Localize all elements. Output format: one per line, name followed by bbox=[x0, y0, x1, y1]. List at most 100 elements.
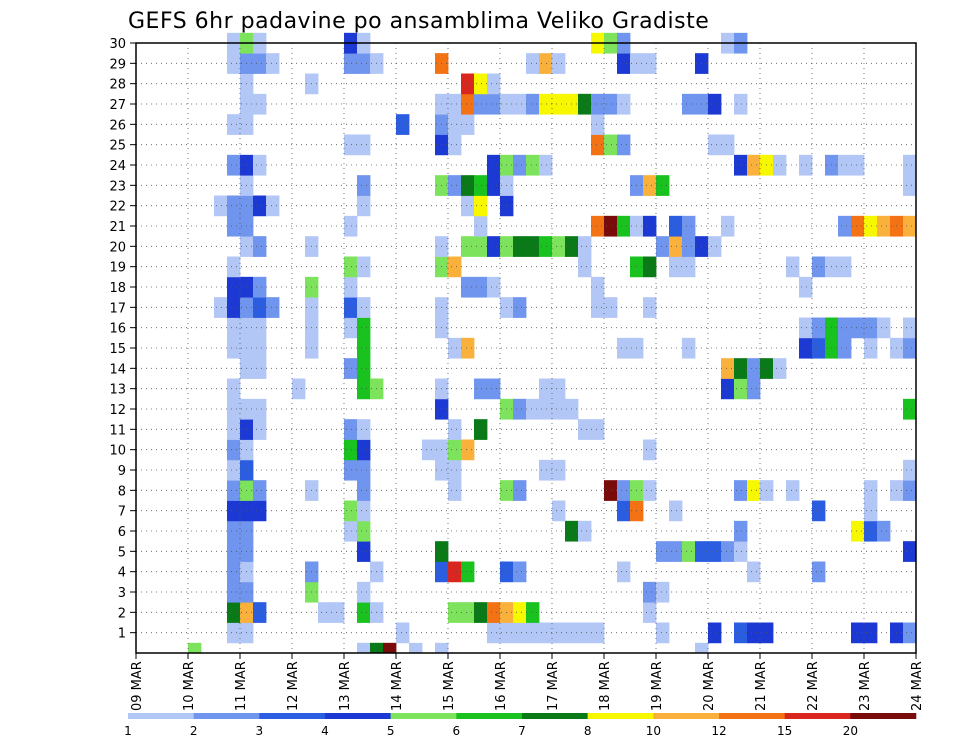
heatmap-cell bbox=[357, 317, 371, 339]
colorbar-label: 20 bbox=[843, 724, 858, 738]
y-tick-label: 19 bbox=[109, 261, 126, 276]
heatmap-cell bbox=[604, 93, 618, 115]
heatmap-cell bbox=[357, 134, 371, 156]
y-tick-label: 14 bbox=[109, 362, 126, 377]
heatmap-cell bbox=[227, 297, 241, 318]
heatmap-cell bbox=[838, 215, 852, 237]
heatmap-cell bbox=[474, 236, 488, 257]
heatmap-cell bbox=[344, 134, 358, 156]
y-tick-label: 1 bbox=[118, 627, 126, 642]
colorbar-swatch bbox=[456, 713, 523, 719]
heatmap-cell bbox=[487, 622, 501, 644]
y-tick-label: 12 bbox=[109, 403, 126, 418]
heatmap-cell bbox=[604, 297, 618, 318]
heatmap-cell bbox=[838, 317, 852, 339]
heatmap-cell bbox=[526, 53, 540, 74]
heatmap-cell bbox=[461, 73, 475, 95]
colorbar-swatch bbox=[128, 713, 194, 719]
x-tick-label: 17 MAR bbox=[546, 661, 561, 711]
heatmap-cell bbox=[864, 480, 878, 501]
heatmap-cell bbox=[253, 195, 267, 217]
heatmap-cell bbox=[578, 236, 592, 257]
heatmap-cell bbox=[227, 480, 241, 501]
heatmap-cell bbox=[253, 276, 267, 298]
heatmap-cell bbox=[812, 500, 826, 522]
heatmap-cell bbox=[474, 73, 488, 95]
heatmap-cell bbox=[877, 520, 891, 542]
heatmap-cell bbox=[344, 358, 358, 379]
heatmap-cell bbox=[799, 337, 813, 359]
heatmap-cell bbox=[773, 154, 787, 176]
heatmap-cell bbox=[708, 134, 722, 156]
heatmap-cell bbox=[552, 93, 566, 115]
heatmap-cell bbox=[903, 175, 917, 196]
heatmap-cell bbox=[253, 154, 267, 176]
colorbar-label: 1 bbox=[124, 724, 132, 738]
heatmap-cell bbox=[799, 276, 813, 298]
heatmap-cell bbox=[552, 53, 566, 74]
x-tick-label: 16 MAR bbox=[494, 661, 509, 711]
heatmap-cell bbox=[448, 439, 462, 461]
heatmap-cell bbox=[747, 561, 761, 583]
y-tick-label: 25 bbox=[109, 139, 126, 154]
y-tick-label: 29 bbox=[109, 57, 126, 72]
x-tick-label: 15 MAR bbox=[442, 661, 457, 711]
colorbar-swatch bbox=[653, 713, 720, 719]
heatmap-cell bbox=[552, 622, 566, 644]
heatmap-cell bbox=[448, 602, 462, 623]
heatmap-cell bbox=[864, 520, 878, 542]
heatmap-cell bbox=[747, 358, 761, 379]
heatmap-cell bbox=[604, 215, 618, 237]
y-tick-label: 6 bbox=[118, 525, 126, 540]
y-axis: 1234567891011121314151617181920212223242… bbox=[109, 37, 136, 642]
heatmap-cell bbox=[682, 236, 696, 257]
heatmap-cell bbox=[513, 236, 527, 257]
y-tick-label: 7 bbox=[118, 505, 126, 520]
heatmap-cell bbox=[357, 358, 371, 379]
grid-lines bbox=[136, 42, 916, 653]
heatmap-cell bbox=[344, 317, 358, 339]
heatmap-cell bbox=[357, 642, 371, 654]
x-tick-label: 14 MAR bbox=[390, 661, 405, 711]
x-tick-label: 10 MAR bbox=[182, 661, 197, 711]
heatmap-cell bbox=[357, 195, 371, 217]
colorbar-label: 7 bbox=[518, 724, 526, 738]
heatmap-cell bbox=[539, 622, 553, 644]
heatmap-cell bbox=[578, 419, 592, 440]
chart-title: GEFS 6hr padavine po ansamblima Veliko G… bbox=[128, 9, 709, 34]
heatmap-cell bbox=[903, 459, 917, 481]
heatmap-cell bbox=[682, 215, 696, 237]
heatmap-cell bbox=[864, 337, 878, 359]
heatmap-cell bbox=[656, 236, 670, 257]
heatmap-cell bbox=[253, 53, 267, 74]
y-tick-label: 26 bbox=[109, 118, 126, 133]
heatmap-cell bbox=[344, 419, 358, 440]
heatmap-cell bbox=[253, 93, 267, 115]
heatmap-cell bbox=[344, 459, 358, 481]
heatmap-cell bbox=[487, 154, 501, 176]
heatmap-cell bbox=[838, 337, 852, 359]
colorbar-label: 10 bbox=[646, 724, 661, 738]
heatmap-cell bbox=[812, 337, 826, 359]
heatmap-cell bbox=[357, 520, 371, 542]
heatmap-cell bbox=[747, 480, 761, 501]
heatmap-cell bbox=[344, 215, 358, 237]
heatmap-cell bbox=[344, 520, 358, 542]
heatmap-cell bbox=[734, 520, 748, 542]
heatmap-cell bbox=[851, 520, 865, 542]
heatmap-cell bbox=[812, 561, 826, 583]
x-tick-label: 22 MAR bbox=[806, 661, 821, 711]
heatmap-cell bbox=[526, 398, 540, 420]
heatmap-cell bbox=[669, 500, 683, 522]
heatmap-cell bbox=[357, 337, 371, 359]
heatmap-cell bbox=[747, 378, 761, 400]
y-tick-label: 18 bbox=[109, 281, 126, 296]
y-tick-label: 21 bbox=[109, 220, 126, 235]
colorbar-legend: 1 2 3 4 5 6 7 8 10 12 15 20 bbox=[124, 713, 917, 738]
y-tick-label: 28 bbox=[109, 78, 126, 93]
heatmap-cell bbox=[253, 500, 267, 522]
heatmap-cell bbox=[409, 642, 423, 654]
heatmap-cell bbox=[539, 459, 553, 481]
heatmap-cell bbox=[669, 256, 683, 278]
heatmap-cell bbox=[656, 622, 670, 644]
